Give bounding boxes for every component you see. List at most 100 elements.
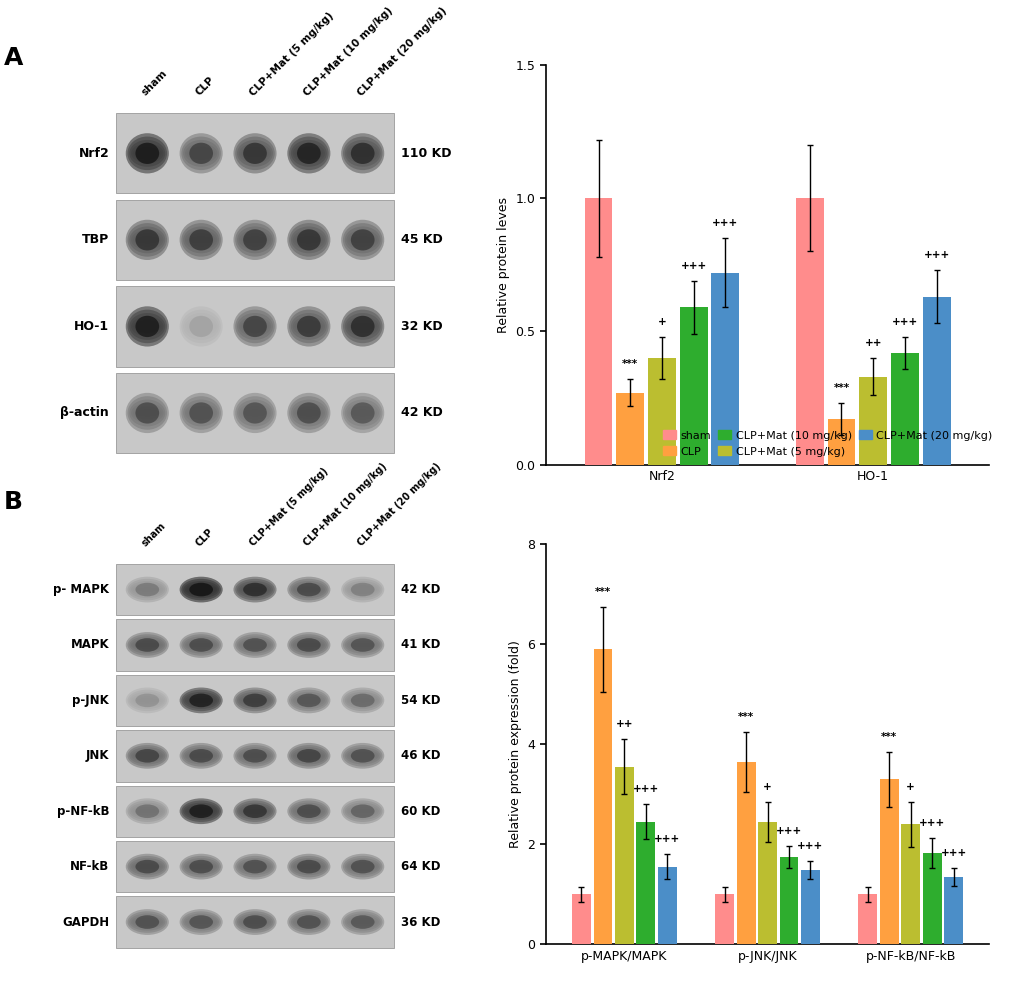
Text: CLP+Mat (20 mg/kg): CLP+Mat (20 mg/kg): [356, 462, 442, 547]
Ellipse shape: [131, 317, 163, 337]
Bar: [714, 894, 734, 944]
Ellipse shape: [190, 749, 213, 762]
Text: HO-1: HO-1: [74, 320, 109, 333]
Ellipse shape: [233, 743, 276, 768]
Ellipse shape: [238, 749, 271, 762]
Ellipse shape: [125, 743, 169, 768]
Text: +: +: [906, 781, 914, 791]
Ellipse shape: [181, 223, 221, 257]
Ellipse shape: [290, 858, 326, 875]
Ellipse shape: [125, 632, 169, 658]
Ellipse shape: [342, 745, 382, 766]
Ellipse shape: [243, 915, 267, 929]
Ellipse shape: [238, 403, 271, 423]
Ellipse shape: [125, 393, 169, 434]
Ellipse shape: [129, 747, 165, 764]
Ellipse shape: [243, 582, 267, 596]
Ellipse shape: [186, 696, 215, 704]
Bar: [593, 649, 611, 944]
Ellipse shape: [351, 229, 374, 251]
Ellipse shape: [236, 802, 273, 820]
Ellipse shape: [340, 909, 384, 935]
Bar: [858, 377, 887, 465]
Ellipse shape: [344, 400, 380, 427]
Text: ***: ***: [622, 360, 638, 370]
Ellipse shape: [235, 310, 274, 344]
Text: +: +: [657, 317, 665, 327]
Ellipse shape: [292, 403, 325, 423]
Ellipse shape: [344, 858, 380, 875]
Ellipse shape: [288, 856, 328, 877]
Text: ***: ***: [594, 586, 610, 596]
Text: β-actin: β-actin: [60, 407, 109, 420]
Ellipse shape: [287, 576, 330, 602]
Ellipse shape: [340, 393, 384, 434]
Text: +++: +++: [653, 834, 680, 844]
Ellipse shape: [238, 317, 271, 337]
Ellipse shape: [183, 691, 219, 709]
Ellipse shape: [179, 576, 222, 602]
Ellipse shape: [235, 137, 274, 170]
Text: CLP: CLP: [194, 526, 215, 547]
Ellipse shape: [238, 638, 271, 651]
Ellipse shape: [136, 403, 159, 424]
Text: +++: +++: [891, 317, 917, 327]
Ellipse shape: [287, 798, 330, 824]
Ellipse shape: [342, 397, 382, 430]
Bar: [779, 856, 798, 944]
Ellipse shape: [181, 578, 221, 600]
Ellipse shape: [288, 689, 328, 711]
Ellipse shape: [127, 800, 167, 822]
Ellipse shape: [181, 800, 221, 822]
Ellipse shape: [235, 634, 274, 655]
Ellipse shape: [288, 397, 328, 430]
Ellipse shape: [351, 316, 374, 337]
Ellipse shape: [125, 576, 169, 602]
Ellipse shape: [351, 638, 374, 651]
Ellipse shape: [181, 745, 221, 766]
Bar: [800, 870, 819, 944]
Ellipse shape: [297, 403, 320, 424]
Ellipse shape: [127, 856, 167, 877]
Ellipse shape: [127, 745, 167, 766]
Ellipse shape: [292, 143, 325, 164]
Ellipse shape: [131, 230, 163, 250]
Ellipse shape: [344, 802, 380, 820]
Ellipse shape: [184, 143, 217, 164]
Text: ***: ***: [880, 731, 897, 741]
Text: +++: +++: [680, 261, 706, 271]
Ellipse shape: [179, 909, 222, 935]
Ellipse shape: [190, 403, 213, 424]
Text: CLP+Mat (20 mg/kg): CLP+Mat (20 mg/kg): [356, 5, 447, 98]
Text: ***: ***: [738, 711, 753, 721]
Ellipse shape: [292, 583, 325, 596]
Bar: [636, 821, 654, 944]
Text: +: +: [762, 781, 771, 791]
Ellipse shape: [179, 743, 222, 768]
Ellipse shape: [179, 393, 222, 434]
Text: CLP+Mat (10 mg/kg): CLP+Mat (10 mg/kg): [302, 462, 388, 547]
Ellipse shape: [190, 804, 213, 818]
Ellipse shape: [131, 638, 163, 651]
Ellipse shape: [342, 911, 382, 933]
Ellipse shape: [290, 227, 326, 254]
Ellipse shape: [183, 858, 219, 875]
Text: CLP+Mat (5 mg/kg): CLP+Mat (5 mg/kg): [248, 10, 335, 98]
Ellipse shape: [179, 798, 222, 824]
FancyBboxPatch shape: [116, 674, 393, 726]
Text: 110 KD: 110 KD: [400, 147, 451, 160]
Ellipse shape: [181, 397, 221, 430]
Ellipse shape: [129, 140, 165, 167]
Ellipse shape: [292, 805, 325, 817]
Ellipse shape: [235, 800, 274, 822]
Ellipse shape: [184, 860, 217, 873]
Ellipse shape: [179, 220, 222, 260]
Ellipse shape: [186, 807, 215, 815]
Ellipse shape: [344, 747, 380, 764]
Bar: [584, 198, 611, 465]
Legend: sham, CLP, CLP+Mat (10 mg/kg), CLP+Mat (5 mg/kg), CLP+Mat (20 mg/kg): sham, CLP, CLP+Mat (10 mg/kg), CLP+Mat (…: [662, 431, 991, 457]
FancyBboxPatch shape: [116, 373, 393, 454]
Ellipse shape: [136, 582, 159, 596]
Text: +++: +++: [918, 818, 945, 828]
Ellipse shape: [243, 229, 267, 251]
